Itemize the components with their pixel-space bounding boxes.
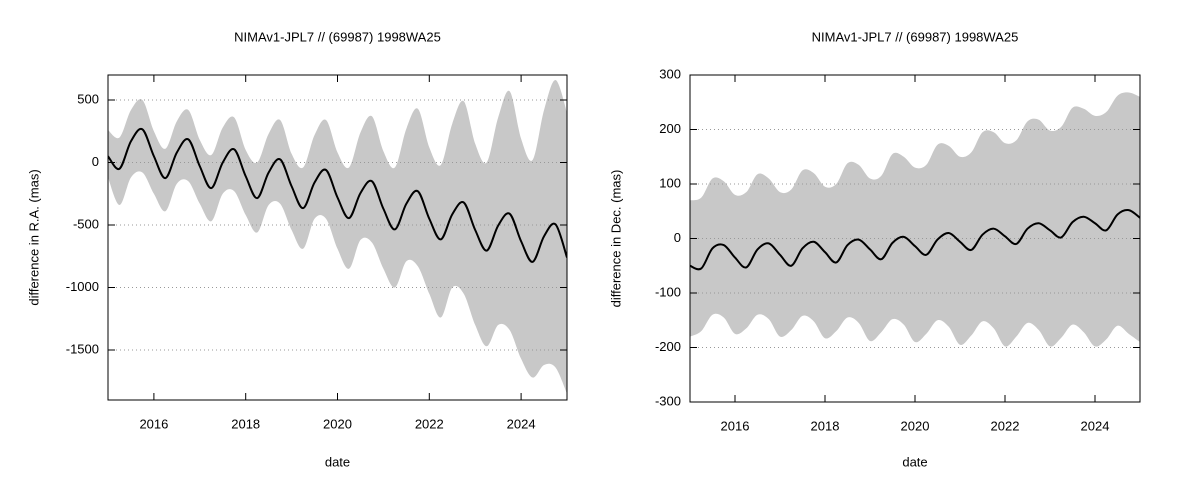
y-tick-label: -100	[655, 284, 681, 299]
x-axis-label: date	[325, 454, 350, 469]
y-axis-label: difference in Dec. (mas)	[608, 170, 623, 308]
y-tick-label: 100	[659, 175, 681, 190]
x-tick-label: 2020	[901, 418, 930, 433]
chart-title: NIMAv1-JPL7 // (69987) 1998WA25	[812, 29, 1019, 44]
x-axis-label: date	[902, 454, 927, 469]
x-tick-label: 2018	[811, 418, 840, 433]
x-tick-label: 2016	[139, 416, 168, 431]
x-tick-label: 2022	[415, 416, 444, 431]
x-tick-label: 2024	[507, 416, 536, 431]
y-tick-label: 500	[77, 91, 99, 106]
x-tick-label: 2024	[1081, 418, 1110, 433]
y-tick-label: -200	[655, 339, 681, 354]
series-line	[690, 209, 1140, 271]
x-tick-label: 2016	[721, 418, 750, 433]
y-tick-label: 0	[92, 154, 99, 169]
series-line	[108, 127, 567, 263]
x-tick-label: 2018	[231, 416, 260, 431]
y-axis-label: difference in R.A. (mas)	[26, 169, 41, 305]
y-tick-label: 0	[674, 230, 681, 245]
uncertainty-band	[690, 92, 1140, 347]
y-tick-label: 300	[659, 66, 681, 81]
y-tick-label: 200	[659, 121, 681, 136]
plot-frame	[689, 74, 1141, 403]
x-tick-label: 2022	[991, 418, 1020, 433]
y-tick-label: -500	[73, 216, 99, 231]
uncertainty-band	[108, 79, 567, 394]
plot-frame	[107, 74, 568, 401]
x-tick-label: 2020	[323, 416, 352, 431]
y-tick-label: -1000	[66, 279, 99, 294]
chart-title: NIMAv1-JPL7 // (69987) 1998WA25	[234, 29, 441, 44]
y-tick-label: -300	[655, 393, 681, 408]
y-tick-label: -1500	[66, 341, 99, 356]
